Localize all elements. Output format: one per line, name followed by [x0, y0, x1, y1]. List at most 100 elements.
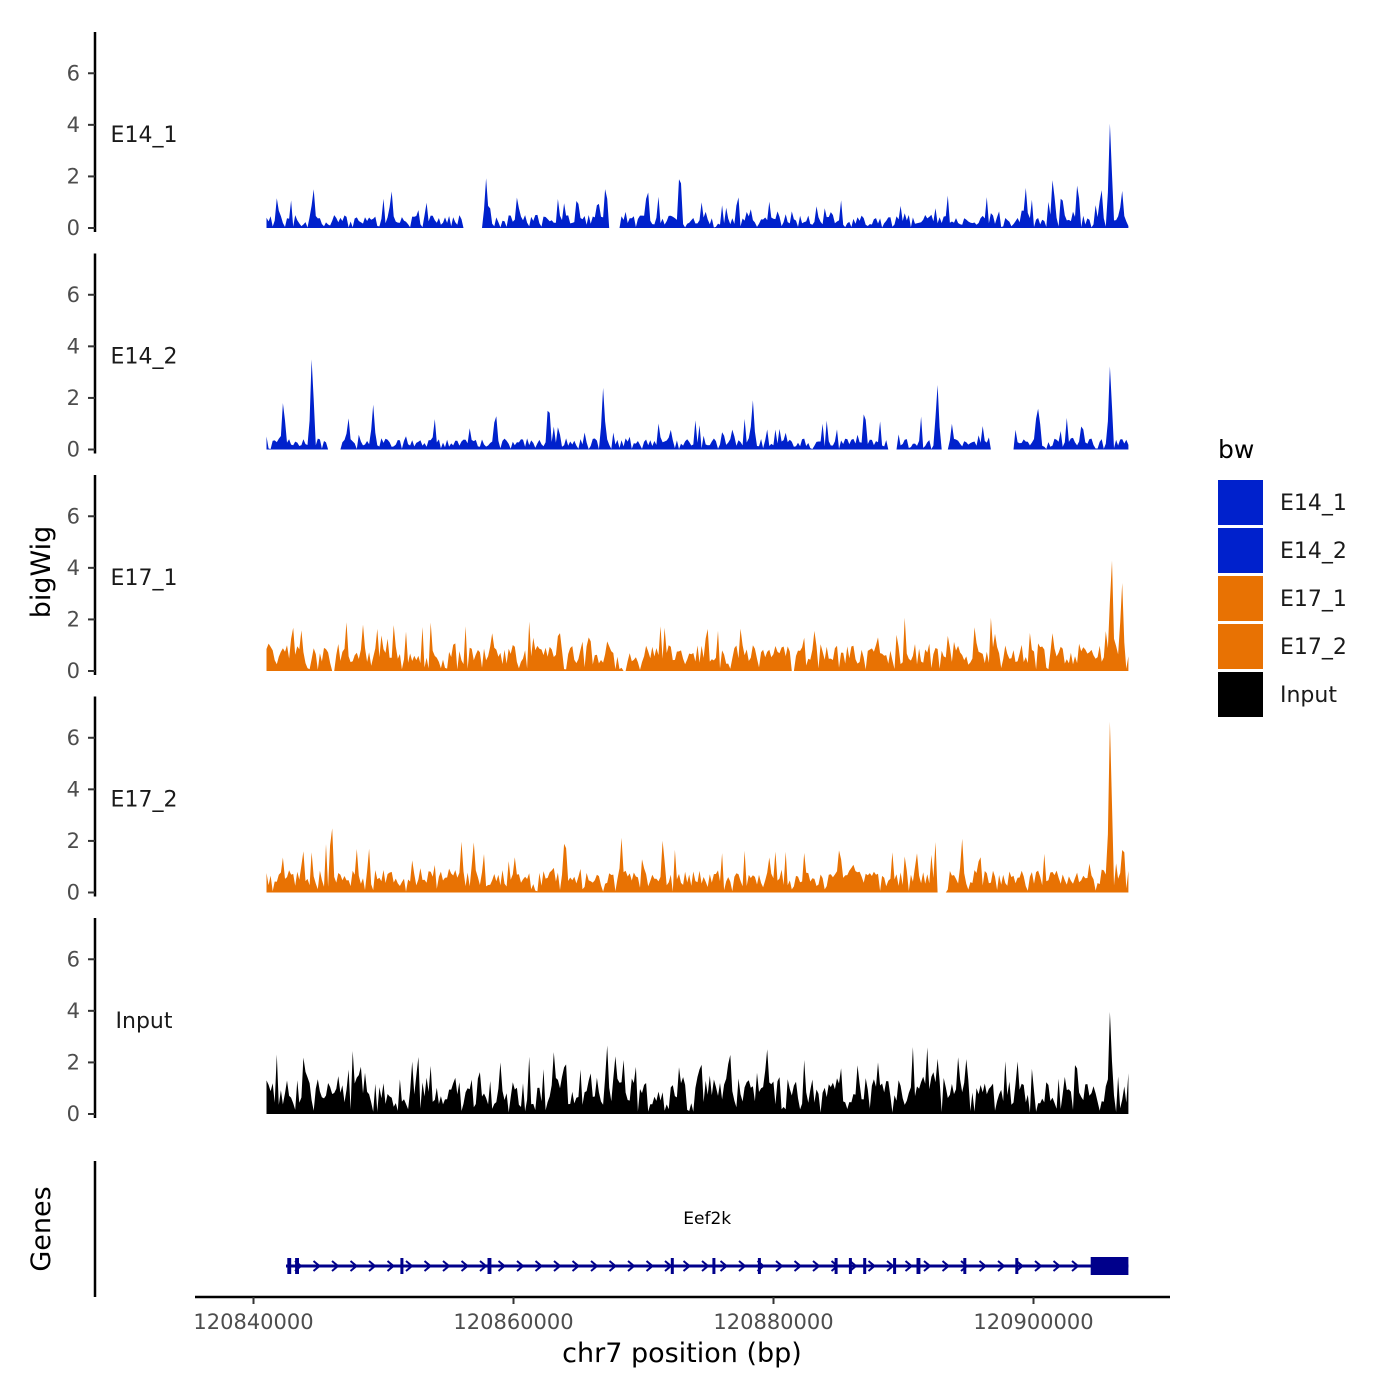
- strand-arrow: [405, 1260, 414, 1272]
- strand-arrow: [941, 1260, 951, 1272]
- y-tick-label: 2: [67, 1050, 80, 1074]
- strand-arrow: [849, 1260, 858, 1272]
- strand-arrow: [738, 1260, 747, 1272]
- track-E14_1: 0 2 4 6 E14_1: [67, 32, 1129, 240]
- track-label: E17_2: [111, 788, 178, 813]
- y-tick-label: 2: [67, 386, 80, 410]
- legend-swatch-E17_2: [1218, 624, 1263, 669]
- strand-arrow: [460, 1260, 470, 1272]
- strand-arrow: [978, 1260, 988, 1272]
- gene-Eef2k: Eef2k: [286, 1209, 1129, 1275]
- strand-arrow: [627, 1260, 636, 1272]
- strand-arrow: [534, 1260, 544, 1272]
- x-axis-title: chr7 position (bp): [562, 1338, 802, 1369]
- legend-title: bw: [1218, 435, 1254, 464]
- signal-area-E14_2: [266, 359, 1129, 450]
- gene-exon: [916, 1258, 921, 1274]
- strand-arrow: [571, 1260, 581, 1272]
- y-tick-label: 2: [67, 829, 80, 853]
- legend-swatch-E17_1: [1218, 576, 1263, 621]
- gene-exon: [757, 1258, 761, 1274]
- strand-arrow: [608, 1260, 618, 1272]
- legend-label-E14_1: E14_1: [1280, 491, 1347, 516]
- strand-arrow: [904, 1260, 914, 1272]
- legend-swatch-E14_2: [1218, 528, 1263, 573]
- y-tick-label: 6: [67, 726, 80, 750]
- strand-arrow: [331, 1260, 340, 1272]
- track-label: Input: [116, 1009, 173, 1034]
- gene-exon: [400, 1258, 404, 1274]
- legend-swatch-Input: [1218, 672, 1263, 717]
- strand-arrow: [682, 1260, 692, 1272]
- x-tick-label: 120860000: [453, 1310, 573, 1334]
- legend-label-E17_1: E17_1: [1280, 587, 1347, 612]
- gene-exon: [963, 1258, 967, 1274]
- y-tick-label: 0: [67, 438, 80, 462]
- gene-track: Eef2k: [93, 1161, 1129, 1297]
- y-tick-label: 6: [67, 504, 80, 528]
- signal-area-Input: [266, 1011, 1129, 1114]
- gene-exon: [893, 1258, 897, 1274]
- strand-arrow: [886, 1260, 895, 1272]
- strand-arrow: [1034, 1260, 1043, 1272]
- strand-arrow: [812, 1260, 821, 1272]
- y-tick-label: 0: [67, 216, 80, 240]
- strand-arrow: [867, 1260, 877, 1272]
- strand-arrow: [479, 1260, 488, 1272]
- track-Input: 0 2 4 6 Input: [67, 918, 1129, 1126]
- x-axis: 120840000 120860000 120880000 120900000: [193, 1295, 1170, 1334]
- signal-area-E17_1: [266, 560, 1129, 671]
- strand-arrow: [1071, 1260, 1080, 1272]
- y-tick-label: 4: [67, 556, 80, 580]
- x-tick-label: 120900000: [973, 1310, 1093, 1334]
- gene-exon: [848, 1258, 852, 1274]
- track-label: E14_2: [111, 345, 178, 370]
- y-tick-label: 2: [67, 607, 80, 631]
- track-E17_1: 0 2 4 6 E17_1: [67, 475, 1129, 683]
- strand-arrow: [645, 1260, 655, 1272]
- x-tick-label: 120880000: [713, 1310, 833, 1334]
- strand-arrow: [553, 1260, 562, 1272]
- gene-exon: [487, 1258, 492, 1274]
- gene-exon: [295, 1258, 299, 1274]
- strand-arrow: [442, 1260, 451, 1272]
- strand-arrow: [1015, 1260, 1025, 1272]
- gene-name: Eef2k: [683, 1209, 731, 1229]
- y-axis-title: bigWig: [26, 526, 57, 619]
- signal-area-E17_2: [266, 721, 1129, 893]
- legend: bw E14_1 E14_2 E17_1 E17_2 Input: [1218, 435, 1347, 717]
- strand-arrow: [516, 1260, 525, 1272]
- y-tick-label: 4: [67, 113, 80, 137]
- gene-exon: [834, 1258, 838, 1274]
- genes-track-title: Genes: [26, 1186, 57, 1271]
- strand-arrow: [719, 1260, 729, 1272]
- y-tick-label: 4: [67, 777, 80, 801]
- gene-exon: [863, 1258, 867, 1274]
- strand-arrow: [386, 1260, 396, 1272]
- legend-label-Input: Input: [1280, 683, 1337, 708]
- strand-arrow: [590, 1260, 599, 1272]
- strand-arrow: [349, 1260, 359, 1272]
- gene-exon: [287, 1258, 292, 1274]
- gene-exon: [1090, 1257, 1129, 1275]
- gene-exon: [670, 1258, 674, 1274]
- strand-arrow: [312, 1260, 322, 1272]
- gene-exon: [712, 1258, 716, 1274]
- track-E14_2: 0 2 4 6 E14_2: [67, 253, 1129, 462]
- y-tick-label: 0: [67, 881, 80, 905]
- legend-label-E17_2: E17_2: [1280, 635, 1347, 660]
- strand-arrow: [997, 1260, 1006, 1272]
- strand-arrow: [423, 1260, 433, 1272]
- y-tick-label: 4: [67, 999, 80, 1023]
- gene-exon: [1015, 1258, 1019, 1274]
- y-tick-label: 4: [67, 334, 80, 358]
- x-tick-label: 120840000: [193, 1310, 313, 1334]
- legend-swatch-E14_1: [1218, 480, 1263, 525]
- y-tick-label: 0: [67, 659, 80, 683]
- track-E17_2: 0 2 4 6 E17_2: [67, 696, 1129, 905]
- strand-arrow: [497, 1260, 507, 1272]
- strand-arrow: [793, 1260, 803, 1272]
- y-tick-label: 0: [67, 1102, 80, 1126]
- y-tick-label: 6: [67, 61, 80, 85]
